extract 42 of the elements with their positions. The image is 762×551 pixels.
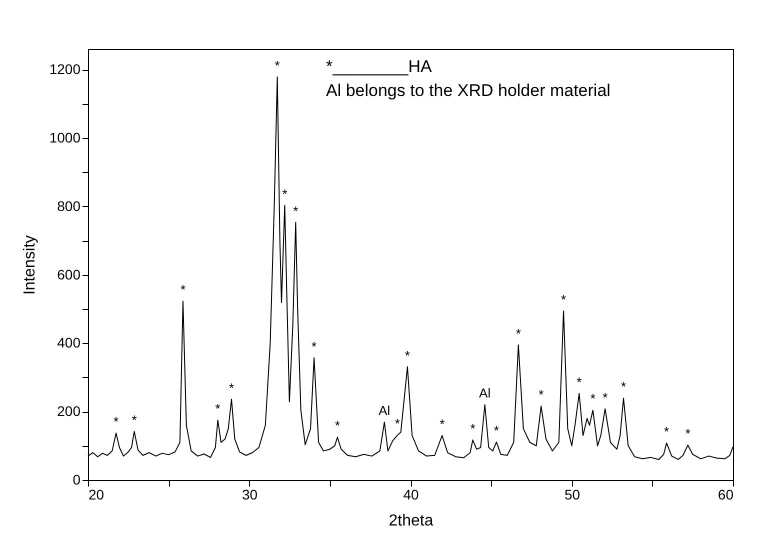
y-tick-label: 1200 bbox=[49, 61, 81, 78]
annotation: * bbox=[470, 420, 476, 436]
x-tick-label: 40 bbox=[403, 486, 419, 502]
annotation: * bbox=[394, 416, 400, 432]
annotation: * bbox=[590, 391, 596, 406]
annotation: * bbox=[576, 374, 582, 390]
y-tick-label: 800 bbox=[57, 198, 81, 214]
annotation: * bbox=[620, 379, 626, 394]
annotation: * bbox=[334, 418, 340, 434]
y-tick-label: 400 bbox=[57, 334, 81, 351]
y-tick-label: 0 bbox=[72, 472, 81, 488]
y-tick-label: 600 bbox=[57, 266, 81, 282]
annotation: * bbox=[282, 186, 288, 202]
y-tick-label: 200 bbox=[57, 403, 81, 420]
annotation: * bbox=[228, 380, 234, 396]
annotation: * bbox=[215, 401, 220, 416]
annotation: * bbox=[560, 292, 566, 308]
x-axis-title: 2theta bbox=[388, 512, 434, 530]
annotation: * bbox=[274, 58, 280, 74]
annotation: * bbox=[132, 412, 137, 428]
annotation: * bbox=[685, 426, 690, 442]
x-tick-label: 50 bbox=[564, 486, 580, 502]
annotation: * bbox=[293, 203, 298, 218]
annotation: * bbox=[602, 390, 608, 405]
y-tick-label: 1000 bbox=[49, 129, 81, 146]
annotation: * bbox=[664, 424, 670, 440]
annotation: Al belongs to the XRD holder material bbox=[326, 81, 610, 100]
x-tick-label: 20 bbox=[88, 486, 104, 502]
annotation: Al bbox=[479, 386, 491, 401]
annotation: * bbox=[494, 423, 499, 438]
annotation: * bbox=[538, 387, 544, 402]
annotation: Al bbox=[378, 403, 390, 418]
annotation: *________HA bbox=[326, 57, 433, 76]
annotation: * bbox=[180, 282, 186, 298]
annotation: * bbox=[440, 416, 445, 432]
x-tick-label: 60 bbox=[718, 486, 734, 502]
x-tick-label: 30 bbox=[242, 486, 258, 502]
annotation: * bbox=[404, 348, 410, 363]
annotation: * bbox=[114, 414, 119, 430]
annotation: * bbox=[516, 326, 521, 341]
y-axis-title: Intensity bbox=[21, 235, 38, 295]
annotation: * bbox=[312, 338, 317, 354]
